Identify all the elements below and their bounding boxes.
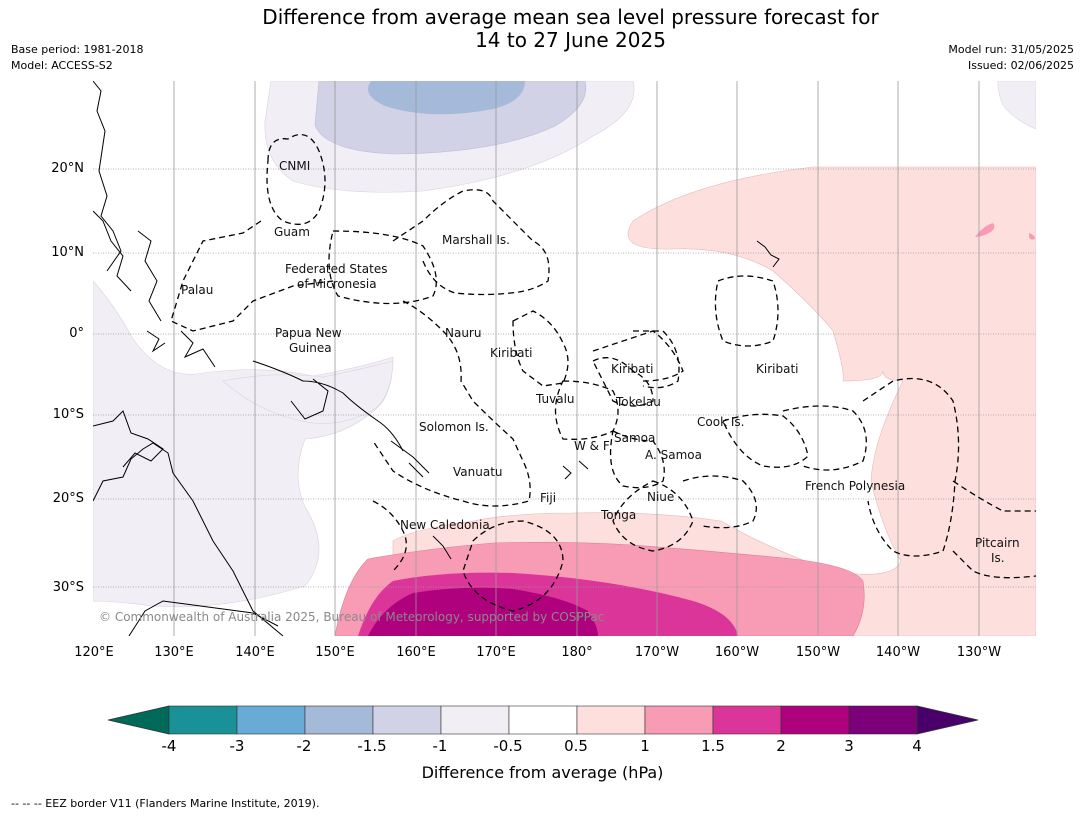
lat-tick-20s: 20°S (52, 491, 84, 506)
label-kiribati-c: Kiribati (611, 362, 653, 376)
colorbar-label: 3 (844, 737, 854, 755)
colorbar-label: 2 (776, 737, 786, 755)
label-cook: Cook Is. (697, 415, 744, 429)
colorbar-cells (168, 705, 918, 735)
lon-tick-140w: 140°W (875, 645, 921, 660)
colorbar-below-arrow (107, 705, 170, 735)
label-kiribati-e: Kiribati (756, 362, 798, 376)
colorbar-label: 1.5 (701, 737, 725, 755)
footer-legend: -- -- -- EEZ border V11 (Flanders Marine… (11, 797, 320, 810)
colorbar-cell (644, 705, 714, 735)
colorbar-label: -4 (161, 737, 177, 755)
colorbar-label: -2 (296, 737, 312, 755)
lon-tick-170e: 170°E (476, 645, 516, 660)
colorbar-label: -1.5 (357, 737, 387, 755)
model-run: Model run: 31/05/2025 (948, 43, 1074, 56)
colorbar-label: 4 (912, 737, 922, 755)
lat-tick-0: 0° (69, 326, 84, 341)
colorbar-label: 0.5 (564, 737, 588, 755)
lon-tick-170w: 170°W (634, 645, 680, 660)
label-guam: Guam (274, 225, 310, 239)
colorbar (107, 705, 979, 735)
label-fsm-1: Federated States (285, 262, 387, 276)
colorbar-label: -3 (229, 737, 245, 755)
meta-left: Base period: 1981-2018 Model: ACCESS-S2 (11, 42, 143, 74)
lon-tick-130e: 130°E (154, 645, 194, 660)
label-newcal: New Caledonia (400, 518, 490, 532)
eez-borders (170, 133, 1036, 612)
colorbar-cell (236, 705, 306, 735)
label-kiribati-w: Kiribati (490, 346, 532, 360)
colorbar-cell (168, 705, 238, 735)
lat-tick-10n: 10°N (51, 245, 84, 260)
title-line-1: Difference from average mean sea level p… (262, 5, 879, 29)
chart-title: Difference from average mean sea level p… (0, 6, 1085, 52)
lon-tick-130w: 130°W (956, 645, 1002, 660)
colorbar-cell (712, 705, 782, 735)
colorbar-above-arrow (916, 705, 979, 735)
colorbar-cell (304, 705, 374, 735)
lon-tick-150w: 150°W (795, 645, 841, 660)
colorbar-label: -1 (432, 737, 448, 755)
anomaly-pos-15-small-2 (1029, 233, 1035, 240)
anomaly-neg-15-north (368, 81, 525, 115)
map-svg: CNMI Guam Marshall Is. Palau Federated S… (93, 81, 1036, 636)
region-labels: CNMI Guam Marshall Is. Palau Federated S… (181, 159, 1020, 565)
lat-tick-20n: 20°N (51, 161, 84, 176)
colorbar-cell (440, 705, 510, 735)
anomaly-neg-05-southwest (93, 280, 394, 608)
lon-tick-160e: 160°E (396, 645, 436, 660)
issued-date: Issued: 02/06/2025 (967, 59, 1074, 72)
label-tuvalu: Tuvalu (535, 392, 575, 406)
label-tonga: Tonga (600, 508, 636, 522)
colorbar-cell (372, 705, 442, 735)
gridlines (173, 81, 980, 636)
lon-tick-120e: 120°E (74, 645, 114, 660)
label-pitcairn-2: Is. (991, 551, 1005, 565)
label-wf: W & F (574, 439, 610, 453)
lat-tick-10s: 10°S (52, 407, 84, 422)
label-png-2: Guinea (289, 341, 332, 355)
meta-right: Model run: 31/05/2025 Issued: 02/06/2025 (948, 42, 1074, 74)
lon-tick-150e: 150°E (315, 645, 355, 660)
label-fiji: Fiji (540, 491, 556, 505)
lon-tick-160w: 160°W (714, 645, 760, 660)
base-period: Base period: 1981-2018 (11, 43, 144, 56)
label-frenchpoly: French Polynesia (805, 479, 905, 493)
label-marshall: Marshall Is. (442, 233, 510, 247)
label-samoa: Samoa (614, 431, 655, 445)
lon-tick-140e: 140°E (235, 645, 275, 660)
label-solomon: Solomon Is. (419, 420, 489, 434)
anomaly-pos-15-small (975, 223, 995, 237)
colorbar-cell (576, 705, 646, 735)
lon-tick-180: 180° (561, 645, 593, 660)
label-asamoa: A. Samoa (645, 448, 702, 462)
label-cnmi: CNMI (279, 159, 310, 173)
model-name: Model: ACCESS-S2 (11, 59, 113, 72)
label-pitcairn-1: Pitcairn (975, 536, 1020, 550)
coastlines (93, 81, 780, 636)
anomaly-neg-05-png (222, 360, 394, 424)
colorbar-cell (848, 705, 918, 735)
colorbar-label: 1 (640, 737, 650, 755)
map: CNMI Guam Marshall Is. Palau Federated S… (93, 81, 1036, 636)
colorbar-cell (780, 705, 850, 735)
copyright-notice: © Commonwealth of Australia 2025, Bureau… (99, 610, 604, 624)
title-line-2: 14 to 27 June 2025 (475, 28, 666, 52)
label-vanuatu: Vanuatu (453, 465, 503, 479)
label-nauru: Nauru (445, 326, 481, 340)
label-niue: Niue (647, 490, 674, 504)
anomaly-pos-2-south (368, 587, 598, 636)
colorbar-cell (508, 705, 578, 735)
colorbar-label: -0.5 (493, 737, 523, 755)
anomaly-neg-05-northeast (997, 81, 1036, 130)
label-tokelau: Tokelau (615, 395, 661, 409)
label-png-1: Papua New (275, 326, 342, 340)
colorbar-title: Difference from average (hPa) (421, 763, 664, 782)
label-fsm-2: of Micronesia (297, 277, 377, 291)
lat-gridlines (93, 168, 1036, 588)
label-palau: Palau (181, 283, 213, 297)
lat-tick-30s: 30°S (52, 580, 84, 595)
